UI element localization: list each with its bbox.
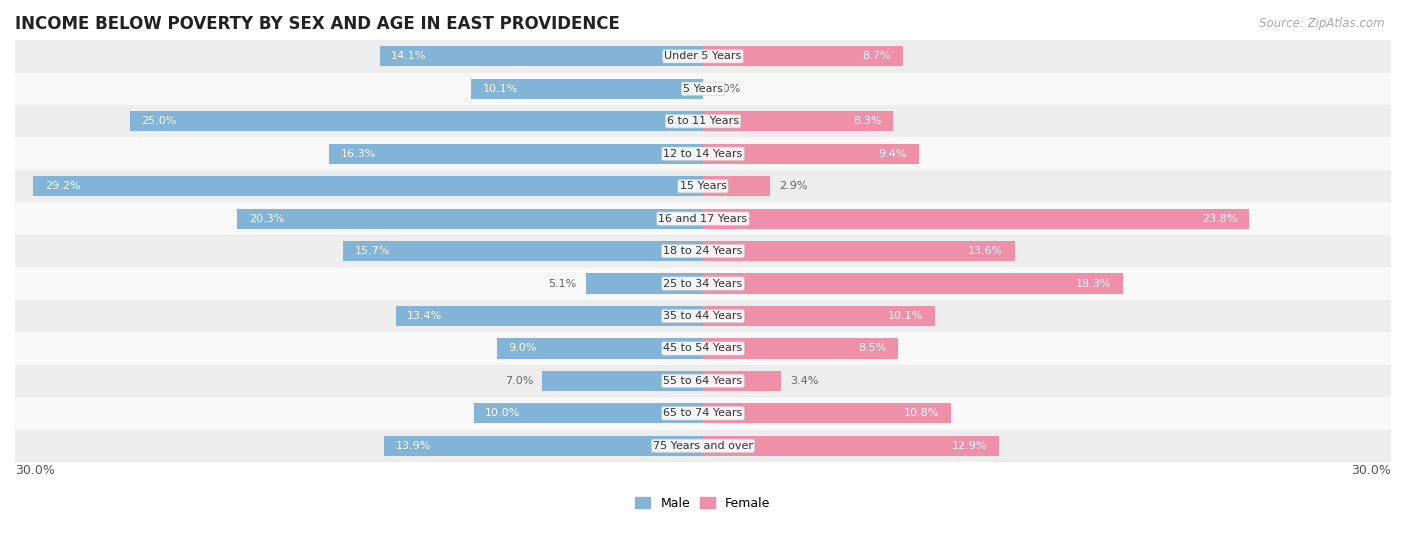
Text: 20.3%: 20.3% bbox=[249, 214, 284, 224]
Bar bbox=[15, 202, 1391, 235]
Text: 10.8%: 10.8% bbox=[904, 409, 939, 418]
Bar bbox=[343, 241, 703, 261]
Text: 14.1%: 14.1% bbox=[391, 51, 426, 61]
Text: 8.3%: 8.3% bbox=[853, 116, 882, 126]
Text: 16.3%: 16.3% bbox=[340, 149, 375, 159]
Bar bbox=[384, 436, 703, 456]
Bar bbox=[703, 209, 1249, 229]
Bar bbox=[703, 111, 893, 131]
Text: 25.0%: 25.0% bbox=[141, 116, 177, 126]
Text: 10.0%: 10.0% bbox=[485, 409, 520, 418]
Legend: Male, Female: Male, Female bbox=[630, 492, 776, 515]
Text: 13.4%: 13.4% bbox=[408, 311, 443, 321]
Bar bbox=[703, 176, 769, 196]
Text: 7.0%: 7.0% bbox=[505, 376, 533, 386]
Bar bbox=[543, 371, 703, 391]
Bar bbox=[380, 46, 703, 67]
Bar bbox=[703, 306, 935, 326]
Text: 9.0%: 9.0% bbox=[508, 343, 537, 353]
Bar bbox=[703, 371, 780, 391]
Bar bbox=[703, 338, 898, 358]
Text: 55 to 64 Years: 55 to 64 Years bbox=[664, 376, 742, 386]
Text: 6 to 11 Years: 6 to 11 Years bbox=[666, 116, 740, 126]
Text: 8.5%: 8.5% bbox=[858, 343, 886, 353]
Bar bbox=[34, 176, 703, 196]
Text: 3.4%: 3.4% bbox=[790, 376, 818, 386]
Bar bbox=[703, 436, 998, 456]
Text: 29.2%: 29.2% bbox=[45, 181, 80, 191]
Bar bbox=[15, 235, 1391, 267]
Text: 18 to 24 Years: 18 to 24 Years bbox=[664, 246, 742, 256]
Text: 5 Years: 5 Years bbox=[683, 84, 723, 94]
Text: Under 5 Years: Under 5 Years bbox=[665, 51, 741, 61]
Bar bbox=[471, 79, 703, 99]
Text: 18.3%: 18.3% bbox=[1076, 278, 1111, 288]
Text: 5.1%: 5.1% bbox=[548, 278, 576, 288]
Bar bbox=[329, 144, 703, 164]
Bar bbox=[15, 397, 1391, 429]
Bar bbox=[15, 105, 1391, 138]
Bar bbox=[15, 73, 1391, 105]
Text: 16 and 17 Years: 16 and 17 Years bbox=[658, 214, 748, 224]
Bar bbox=[703, 273, 1122, 293]
Bar bbox=[474, 403, 703, 423]
Text: 10.1%: 10.1% bbox=[889, 311, 924, 321]
Text: 8.7%: 8.7% bbox=[862, 51, 891, 61]
Text: Source: ZipAtlas.com: Source: ZipAtlas.com bbox=[1260, 17, 1385, 30]
Bar bbox=[15, 138, 1391, 170]
Text: 30.0%: 30.0% bbox=[15, 463, 55, 477]
Bar bbox=[15, 332, 1391, 364]
Bar bbox=[15, 170, 1391, 202]
Text: 25 to 34 Years: 25 to 34 Years bbox=[664, 278, 742, 288]
Bar bbox=[496, 338, 703, 358]
Text: 12 to 14 Years: 12 to 14 Years bbox=[664, 149, 742, 159]
Bar bbox=[15, 429, 1391, 462]
Text: 9.4%: 9.4% bbox=[879, 149, 907, 159]
Bar bbox=[703, 46, 903, 67]
Text: 13.9%: 13.9% bbox=[395, 441, 432, 451]
Bar bbox=[395, 306, 703, 326]
Bar bbox=[586, 273, 703, 293]
Bar bbox=[238, 209, 703, 229]
Text: 30.0%: 30.0% bbox=[1351, 463, 1391, 477]
Text: 13.6%: 13.6% bbox=[969, 246, 1004, 256]
Bar bbox=[703, 403, 950, 423]
Text: 23.8%: 23.8% bbox=[1202, 214, 1237, 224]
Text: 15 Years: 15 Years bbox=[679, 181, 727, 191]
Text: 75 Years and over: 75 Years and over bbox=[652, 441, 754, 451]
Bar bbox=[15, 40, 1391, 73]
Bar bbox=[15, 267, 1391, 300]
Text: 0.0%: 0.0% bbox=[713, 84, 741, 94]
Text: 45 to 54 Years: 45 to 54 Years bbox=[664, 343, 742, 353]
Text: INCOME BELOW POVERTY BY SEX AND AGE IN EAST PROVIDENCE: INCOME BELOW POVERTY BY SEX AND AGE IN E… bbox=[15, 15, 620, 33]
Text: 12.9%: 12.9% bbox=[952, 441, 987, 451]
Bar bbox=[129, 111, 703, 131]
Bar bbox=[15, 300, 1391, 332]
Text: 10.1%: 10.1% bbox=[482, 84, 517, 94]
Bar bbox=[15, 364, 1391, 397]
Text: 65 to 74 Years: 65 to 74 Years bbox=[664, 409, 742, 418]
Text: 15.7%: 15.7% bbox=[354, 246, 389, 256]
Bar bbox=[703, 144, 918, 164]
Text: 2.9%: 2.9% bbox=[779, 181, 807, 191]
Bar bbox=[703, 241, 1015, 261]
Text: 35 to 44 Years: 35 to 44 Years bbox=[664, 311, 742, 321]
